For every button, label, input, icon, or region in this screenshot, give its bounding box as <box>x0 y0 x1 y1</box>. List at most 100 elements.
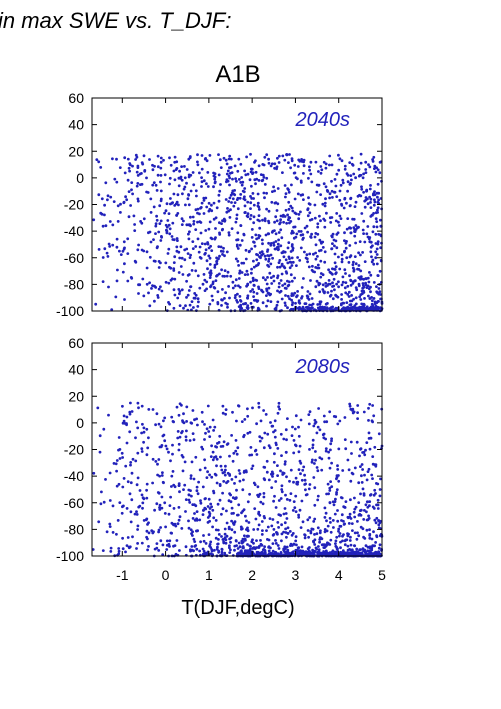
scatter-point <box>360 292 364 296</box>
scatter-point <box>355 547 359 551</box>
scatter-point <box>109 550 113 553</box>
scatter-point <box>278 259 282 262</box>
scatter-point <box>279 244 283 248</box>
scatter-point <box>379 297 382 301</box>
scatter-point <box>299 552 303 555</box>
scatter-point <box>360 481 364 484</box>
scatter-point <box>157 287 161 291</box>
scatter-point <box>370 552 374 556</box>
scatter-point <box>176 436 180 440</box>
scatter-point <box>362 289 365 293</box>
scatter-point <box>236 259 240 263</box>
scatter-point <box>270 200 274 204</box>
scatter-point <box>313 533 316 536</box>
scatter-point <box>349 498 352 502</box>
scatter-point <box>294 443 297 447</box>
scatter-point <box>344 447 348 451</box>
scatter-point <box>372 297 376 300</box>
scatter-point <box>129 481 133 485</box>
scatter-point <box>276 274 280 278</box>
scatter-point <box>204 248 208 252</box>
scatter-point <box>223 269 227 272</box>
scatter-point <box>289 492 293 495</box>
scatter-point <box>345 538 349 542</box>
scatter-point <box>130 471 134 475</box>
scatter-points <box>91 401 384 558</box>
scatter-point <box>98 450 102 454</box>
scatter-point <box>212 174 216 178</box>
scatter-point <box>220 268 224 272</box>
scatter-point <box>255 258 259 262</box>
scatter-point <box>318 214 321 218</box>
scatter-point <box>217 199 221 203</box>
scatter-point <box>238 271 242 275</box>
scatter-point <box>157 458 161 461</box>
scatter-point <box>234 439 238 442</box>
scatter-point <box>145 453 149 457</box>
scatter-point <box>303 533 307 537</box>
scatter-point <box>165 225 169 229</box>
scatter-point <box>319 193 322 197</box>
scatter-point <box>283 462 287 466</box>
scatter-point <box>365 305 369 309</box>
scatter-point <box>366 276 370 280</box>
scatter-point <box>327 456 331 460</box>
scatter-point <box>299 461 303 465</box>
scatter-point <box>266 299 270 303</box>
scatter-point <box>275 531 279 535</box>
scatter-point <box>281 471 285 475</box>
scatter-point <box>172 306 176 310</box>
scatter-point <box>108 245 112 248</box>
scatter-point <box>209 285 212 289</box>
scatter-point <box>351 407 355 411</box>
scatter-point <box>336 295 340 299</box>
scatter-point <box>225 481 228 485</box>
scatter-point <box>305 493 309 496</box>
scatter-point <box>231 197 235 201</box>
scatter-point <box>214 455 218 459</box>
scatter-point <box>376 291 379 295</box>
scatter-point <box>358 509 362 512</box>
scatter-point <box>121 456 124 459</box>
scatter-point <box>323 305 327 309</box>
scatter-point <box>218 272 221 276</box>
scatter-point <box>129 401 132 405</box>
scatter-point <box>357 251 360 255</box>
scatter-point <box>279 218 282 222</box>
scatter-point <box>159 199 163 203</box>
scatter-point <box>160 506 164 510</box>
scatter-point <box>279 221 282 224</box>
scatter-point <box>239 551 242 555</box>
scatter-point <box>293 197 297 201</box>
scatter-point <box>311 302 315 306</box>
scatter-point <box>119 211 122 214</box>
scatter-point <box>151 183 155 187</box>
scatter-point <box>161 471 164 474</box>
scatter-point <box>292 451 296 455</box>
scatter-point <box>315 431 319 435</box>
scatter-point <box>142 154 146 158</box>
scatter-point <box>299 526 303 529</box>
scatter-point <box>333 178 337 181</box>
scatter-point <box>373 518 377 522</box>
scatter-point <box>303 483 307 486</box>
scatter-point <box>288 479 291 483</box>
scatter-point <box>224 198 228 201</box>
scatter-point <box>221 507 225 511</box>
scatter-point <box>206 267 209 271</box>
scatter-point <box>360 185 363 189</box>
scatter-point <box>335 477 338 481</box>
scatter-point <box>156 294 160 297</box>
scatter-point <box>286 261 290 265</box>
scatter-point <box>290 157 294 161</box>
scatter-point <box>183 165 186 168</box>
scatter-point <box>276 464 279 467</box>
scatter-point <box>354 224 358 227</box>
scatter-point <box>234 220 238 224</box>
scatter-point <box>181 455 185 459</box>
scatter-point <box>167 450 170 454</box>
scatter-point <box>378 553 382 557</box>
scatter-point <box>295 232 299 236</box>
scatter-point <box>315 190 319 194</box>
scatter-point <box>359 447 362 451</box>
